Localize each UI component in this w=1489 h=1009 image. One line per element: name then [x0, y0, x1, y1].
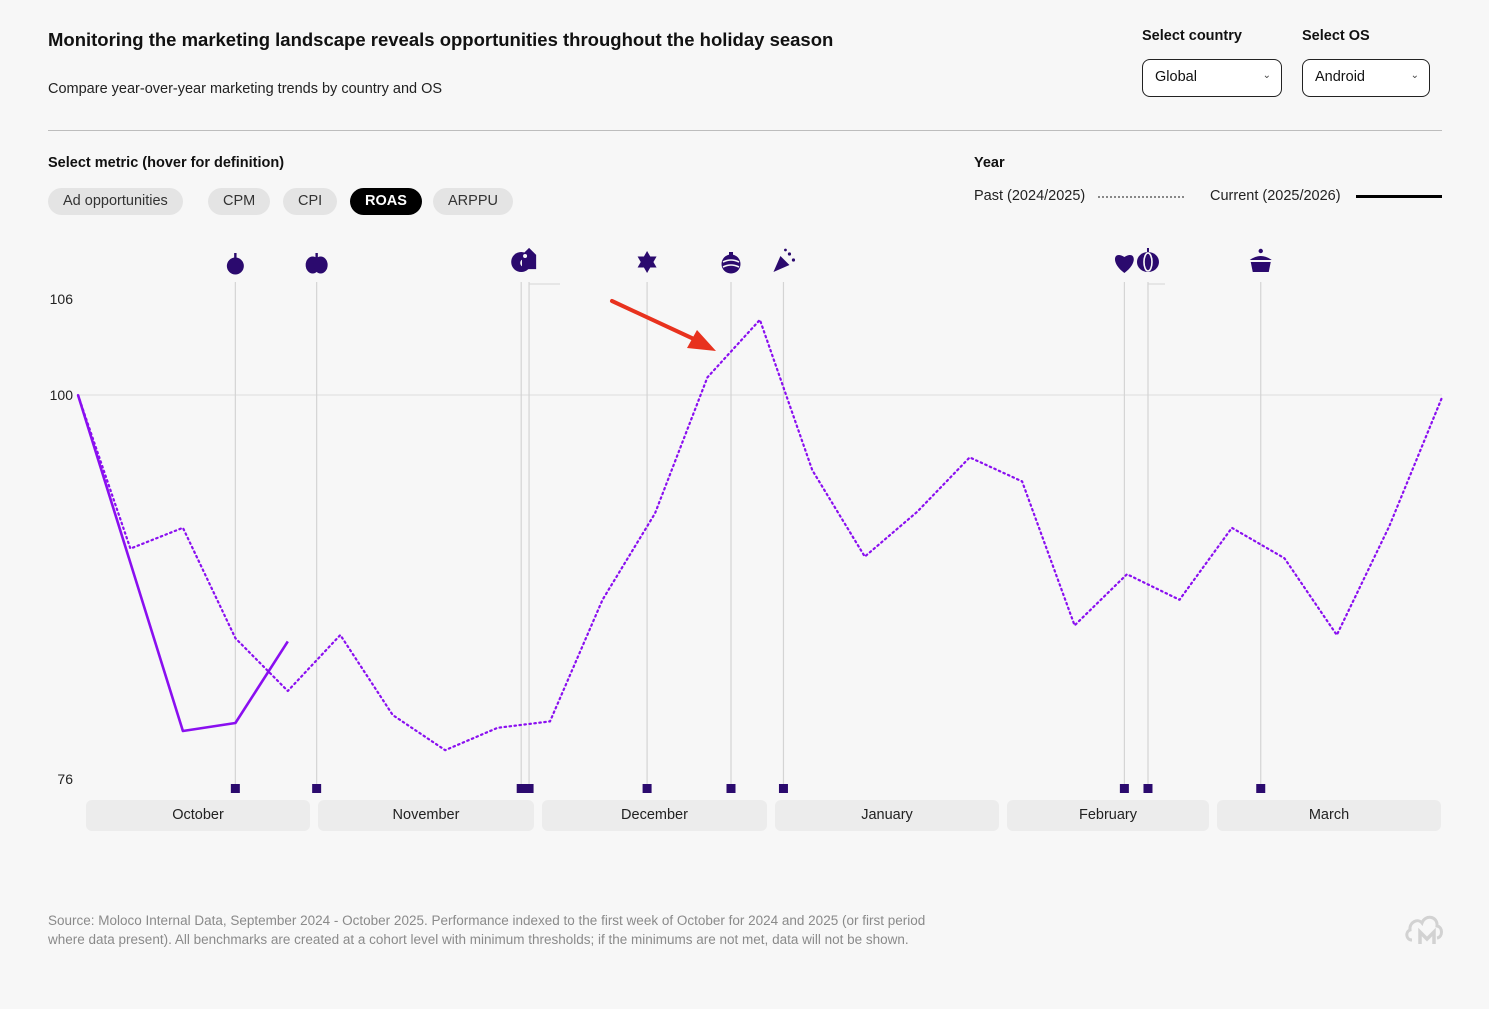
event-marker [726, 784, 736, 793]
event-marker [642, 784, 652, 793]
pot-icon [1249, 248, 1272, 272]
event-marker [524, 784, 534, 793]
heart-icon-shape [1114, 255, 1134, 273]
series-past-line [76, 318, 1443, 752]
apple-icon [226, 253, 244, 275]
month-label-february: February [1007, 800, 1209, 831]
metric-pill-arppu[interactable]: ARPPU [433, 188, 513, 215]
legend-current-label: Current (2025/2026) [1210, 188, 1341, 204]
annotation-arrow-head [687, 330, 716, 351]
pot-icon-body [1250, 262, 1271, 272]
pumpkin-icon [305, 253, 328, 274]
price-tag-icon-hole [523, 254, 528, 258]
metric-pill-ad-opportunities[interactable]: Ad opportunities [48, 188, 183, 215]
chevron-down-icon: ⌄ [1262, 70, 1271, 81]
month-label-march: March [1217, 800, 1441, 831]
month-label-january: January [775, 800, 999, 831]
lantern-icon-body [1136, 252, 1159, 272]
country-select-label: Select country [1142, 28, 1242, 44]
apple-icon-body [226, 257, 244, 275]
os-select[interactable]: Android ⌄ [1302, 59, 1430, 97]
legend-current-swatch [1356, 195, 1442, 198]
month-label-october: October [86, 800, 310, 831]
confetti-dot [784, 248, 787, 252]
series-current-line [76, 394, 289, 733]
os-select-value: Android [1315, 69, 1365, 85]
metric-pill-cpi[interactable]: CPI [283, 188, 338, 215]
event-marker [778, 784, 788, 793]
y-tick-label: 100 [50, 387, 74, 403]
metric-pill-roas[interactable]: ROAS [350, 188, 422, 215]
os-select-label: Select OS [1302, 28, 1370, 44]
confetti-dot [787, 252, 792, 256]
roas-line-chart: 76 100 106 [50, 247, 1443, 793]
pumpkin-icon-lobe [313, 256, 328, 274]
event-marker [312, 784, 322, 793]
country-select[interactable]: Global ⌄ [1142, 59, 1282, 97]
chevron-down-icon: ⌄ [1410, 70, 1419, 81]
legend-past-swatch [1098, 196, 1184, 198]
legend-past-label: Past (2024/2025) [974, 188, 1086, 204]
pumpkin-icon-stem [315, 253, 318, 258]
event-marker [1256, 784, 1266, 793]
y-tick-label: 106 [50, 291, 74, 307]
month-label-november: November [318, 800, 534, 831]
ornament-icon [721, 252, 741, 274]
apple-icon-stem [234, 253, 237, 259]
month-label-december: December [542, 800, 767, 831]
party-popper-icon-cone [773, 256, 790, 272]
metric-pill-cpm[interactable]: CPM [208, 188, 271, 215]
price-tag-icon [521, 247, 537, 270]
event-marker [1119, 784, 1129, 793]
lantern-icon-hook [1146, 248, 1149, 252]
lantern-icon-rib [1143, 252, 1153, 272]
header-divider [48, 130, 1442, 131]
ornament-icon-stripes [722, 259, 740, 268]
pot-icon-knob [1258, 248, 1263, 254]
heart-icon [1114, 255, 1134, 273]
event-bracket [1147, 283, 1165, 290]
event-marker [230, 784, 240, 793]
page-subtitle: Compare year-over-year marketing trends … [48, 81, 443, 97]
star-of-david-icon [637, 251, 657, 273]
pot-icon-lid [1249, 256, 1272, 260]
ornament-icon-ball [721, 254, 741, 274]
event-marker [516, 784, 526, 793]
ornament-icon-cap [729, 252, 734, 255]
y-tick-label: 76 [57, 771, 73, 787]
source-note: Source: Moloco Internal Data, September … [48, 913, 926, 947]
page-title: Monitoring the marketing landscape revea… [48, 29, 834, 50]
legend-title: Year [974, 155, 1005, 171]
event-marker [1143, 784, 1153, 793]
metric-select-label: Select metric (hover for definition) [48, 155, 285, 171]
party-popper-icon [773, 248, 796, 272]
annotation-arrow-shaft [610, 299, 698, 342]
price-tag-icon-body [521, 247, 537, 270]
lantern-icon [1136, 248, 1159, 272]
confetti-dot [791, 258, 796, 262]
country-select-value: Global [1155, 69, 1197, 85]
moloco-logo [1405, 915, 1443, 944]
star-triangle-down [637, 256, 657, 273]
